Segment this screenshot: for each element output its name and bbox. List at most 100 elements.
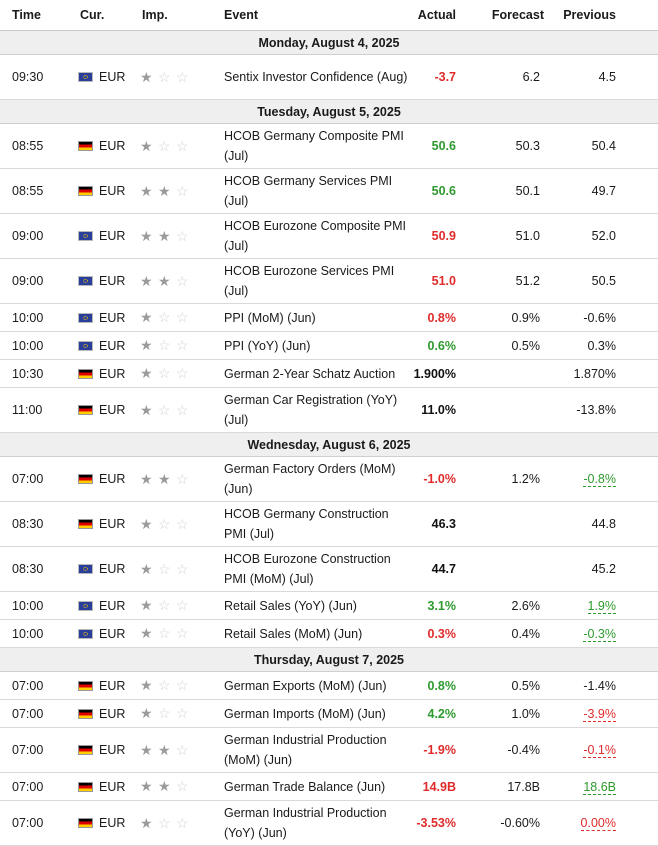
event-link[interactable]: German Exports (MoM) (Jun) <box>224 678 387 693</box>
event-link[interactable]: PPI (MoM) (Jun) <box>224 310 316 325</box>
event-link[interactable]: German Factory Orders (MoM) (Jun) <box>224 462 396 496</box>
actual-value: -1.9% <box>410 727 468 773</box>
forecast-value: 50.3 <box>468 123 558 169</box>
previous-value-text: -3.9% <box>583 706 616 722</box>
event-row[interactable]: 09:30 EUR ★ ☆ ☆ Sentix Investor Confidence (A… <box>0 54 658 100</box>
event-name[interactable]: German Industrial Production (YoY) (Jun) <box>224 800 410 846</box>
event-row[interactable]: 10:00 EUR ★ ☆ ☆ Retail Sales (MoM) (Jun) 0.3% 0… <box>0 619 658 648</box>
importance-stars: ★ ☆ ☆ <box>136 699 224 728</box>
event-link[interactable]: German Car Registration (YoY) (Jul) <box>224 393 398 427</box>
event-name[interactable]: HCOB Germany Composite PMI (Jul) <box>224 123 410 169</box>
event-name[interactable]: German Factory Orders (MoM) (Jun) <box>224 456 410 502</box>
event-name[interactable]: HCOB Germany Construction PMI (Jul) <box>224 501 410 547</box>
header-time[interactable]: Time <box>0 0 72 31</box>
event-row[interactable]: 07:00 EUR ★ ★ ☆ German Industrial Production … <box>0 727 658 773</box>
event-name[interactable]: HCOB Eurozone Services PMI (Jul) <box>224 258 410 304</box>
event-link[interactable]: HCOB Eurozone Composite PMI (Jul) <box>224 219 407 253</box>
event-name[interactable]: PPI (MoM) (Jun) <box>224 303 410 332</box>
event-time: 08:55 <box>0 168 72 214</box>
event-row[interactable]: 09:00 EUR ★ ★ ☆ HCOB Eurozone Services PMI (J… <box>0 258 658 304</box>
germany-flag-icon <box>78 141 93 151</box>
header-currency[interactable]: Cur. <box>72 0 136 31</box>
event-row[interactable]: 07:00 EUR ★ ☆ ☆ German Industrial Production … <box>0 800 658 846</box>
event-name[interactable]: German Imports (MoM) (Jun) <box>224 699 410 728</box>
event-link[interactable]: German Industrial Production (MoM) (Jun) <box>224 733 387 767</box>
event-link[interactable]: Retail Sales (YoY) (Jun) <box>224 598 357 613</box>
currency-cell: EUR <box>72 303 136 332</box>
event-link[interactable]: Retail Sales (MoM) (Jun) <box>224 626 363 641</box>
star-empty-icon: ☆ <box>176 597 189 613</box>
event-name[interactable]: German 2-Year Schatz Auction <box>224 359 410 388</box>
event-name[interactable]: HCOB Eurozone Construction PMI (MoM) (Ju… <box>224 546 410 592</box>
event-name[interactable]: Retail Sales (MoM) (Jun) <box>224 619 410 648</box>
previous-value: 44.8 <box>558 501 658 547</box>
event-name[interactable]: HCOB Germany Services PMI (Jul) <box>224 168 410 214</box>
event-row[interactable]: 11:00 EUR ★ ☆ ☆ German Car Registration (YoY)… <box>0 387 658 433</box>
star-filled-icon: ★ <box>140 137 153 154</box>
event-name[interactable]: German Exports (MoM) (Jun) <box>224 671 410 700</box>
event-link[interactable]: HCOB Germany Composite PMI (Jul) <box>224 129 404 163</box>
event-name[interactable]: PPI (YoY) (Jun) <box>224 331 410 360</box>
event-name[interactable]: German Trade Balance (Jun) <box>224 772 410 801</box>
previous-value: 4.5 <box>558 54 658 100</box>
actual-value: 50.9 <box>410 213 468 259</box>
currency-code: EUR <box>99 706 126 721</box>
currency-cell: EUR <box>72 331 136 360</box>
event-row[interactable]: 07:00 EUR ★ ☆ ☆ German Imports (MoM) (Jun) 4.2… <box>0 699 658 728</box>
star-empty-icon: ☆ <box>158 814 171 831</box>
star-empty-icon: ☆ <box>176 705 189 721</box>
event-link[interactable]: HCOB Germany Services PMI (Jul) <box>224 174 393 208</box>
event-name[interactable]: German Industrial Production (MoM) (Jun) <box>224 727 410 773</box>
forecast-value: 0.4% <box>468 619 558 648</box>
actual-value: 46.3 <box>410 501 468 547</box>
event-link[interactable]: PPI (YoY) (Jun) <box>224 338 311 353</box>
event-row[interactable]: 09:00 EUR ★ ★ ☆ HCOB Eurozone Composite PMI (… <box>0 213 658 259</box>
header-event[interactable]: Event <box>224 0 410 31</box>
actual-value: -1.0% <box>410 456 468 502</box>
star-filled-icon: ★ <box>158 741 171 758</box>
header-actual[interactable]: Actual <box>410 0 468 31</box>
star-filled-icon: ★ <box>140 309 153 325</box>
header-forecast[interactable]: Forecast <box>468 0 558 31</box>
event-row[interactable]: 10:00 EUR ★ ☆ ☆ PPI (YoY) (Jun) 0.6% 0.5% 0.3% <box>0 331 658 360</box>
event-link[interactable]: HCOB Germany Construction PMI (Jul) <box>224 507 389 541</box>
event-link[interactable]: German 2-Year Schatz Auction <box>224 366 396 381</box>
event-link[interactable]: Sentix Investor Confidence (Aug) <box>224 70 408 84</box>
header-importance[interactable]: Imp. <box>136 0 224 31</box>
event-row[interactable]: 07:00 EUR ★ ★ ☆ German Factory Orders (MoM) (… <box>0 456 658 502</box>
event-row[interactable]: 10:00 EUR ★ ☆ ☆ Retail Sales (YoY) (Jun) 3.1% 2… <box>0 591 658 620</box>
event-link[interactable]: German Industrial Production (YoY) (Jun) <box>224 806 387 840</box>
currency-cell: EUR <box>72 619 136 648</box>
event-link[interactable]: HCOB Eurozone Construction PMI (MoM) (Ju… <box>224 552 391 586</box>
previous-value-text: -13.8% <box>576 403 616 417</box>
forecast-value <box>468 387 558 433</box>
event-row[interactable]: 10:30 EUR ★ ☆ ☆ German 2-Year Schatz Auction 1… <box>0 359 658 388</box>
currency-cell: EUR <box>72 123 136 169</box>
star-filled-icon: ★ <box>140 68 153 85</box>
eu-flag-icon <box>78 628 93 639</box>
importance-stars: ★ ★ ☆ <box>136 727 224 773</box>
forecast-value: 50.1 <box>468 168 558 214</box>
event-link[interactable]: HCOB Eurozone Services PMI (Jul) <box>224 264 395 298</box>
event-name[interactable]: HCOB Eurozone Composite PMI (Jul) <box>224 213 410 259</box>
star-empty-icon: ☆ <box>176 814 189 831</box>
event-row[interactable]: 08:30 EUR ★ ☆ ☆ HCOB Eurozone Construction PM… <box>0 546 658 592</box>
event-row[interactable]: 08:55 EUR ★ ★ ☆ HCOB Germany Services PMI (Ju… <box>0 168 658 214</box>
event-link[interactable]: German Trade Balance (Jun) <box>224 779 386 794</box>
event-link[interactable]: German Imports (MoM) (Jun) <box>224 706 386 721</box>
event-time: 10:00 <box>0 331 72 360</box>
actual-value: -3.7 <box>410 54 468 100</box>
event-name[interactable]: German Car Registration (YoY) (Jul) <box>224 387 410 433</box>
eu-flag-icon <box>78 231 93 241</box>
event-name[interactable]: Sentix Investor Confidence (Aug) <box>224 54 410 100</box>
event-name[interactable]: Retail Sales (YoY) (Jun) <box>224 591 410 620</box>
event-row[interactable]: 07:00 EUR ★ ☆ ☆ German Exports (MoM) (Jun) 0.8… <box>0 671 658 700</box>
event-row[interactable]: 08:30 EUR ★ ☆ ☆ HCOB Germany Construction PMI… <box>0 501 658 547</box>
event-row[interactable]: 08:55 EUR ★ ☆ ☆ HCOB Germany Composite PMI (J… <box>0 123 658 169</box>
header-previous[interactable]: Previous <box>558 0 658 31</box>
importance-stars: ★ ☆ ☆ <box>136 501 224 547</box>
previous-value: -0.3% <box>558 619 658 648</box>
event-row[interactable]: 07:00 EUR ★ ★ ☆ German Trade Balance (Jun) 14.… <box>0 772 658 801</box>
event-row[interactable]: 10:00 EUR ★ ☆ ☆ PPI (MoM) (Jun) 0.8% 0.9% -0.6% <box>0 303 658 332</box>
importance-stars: ★ ☆ ☆ <box>136 359 224 388</box>
